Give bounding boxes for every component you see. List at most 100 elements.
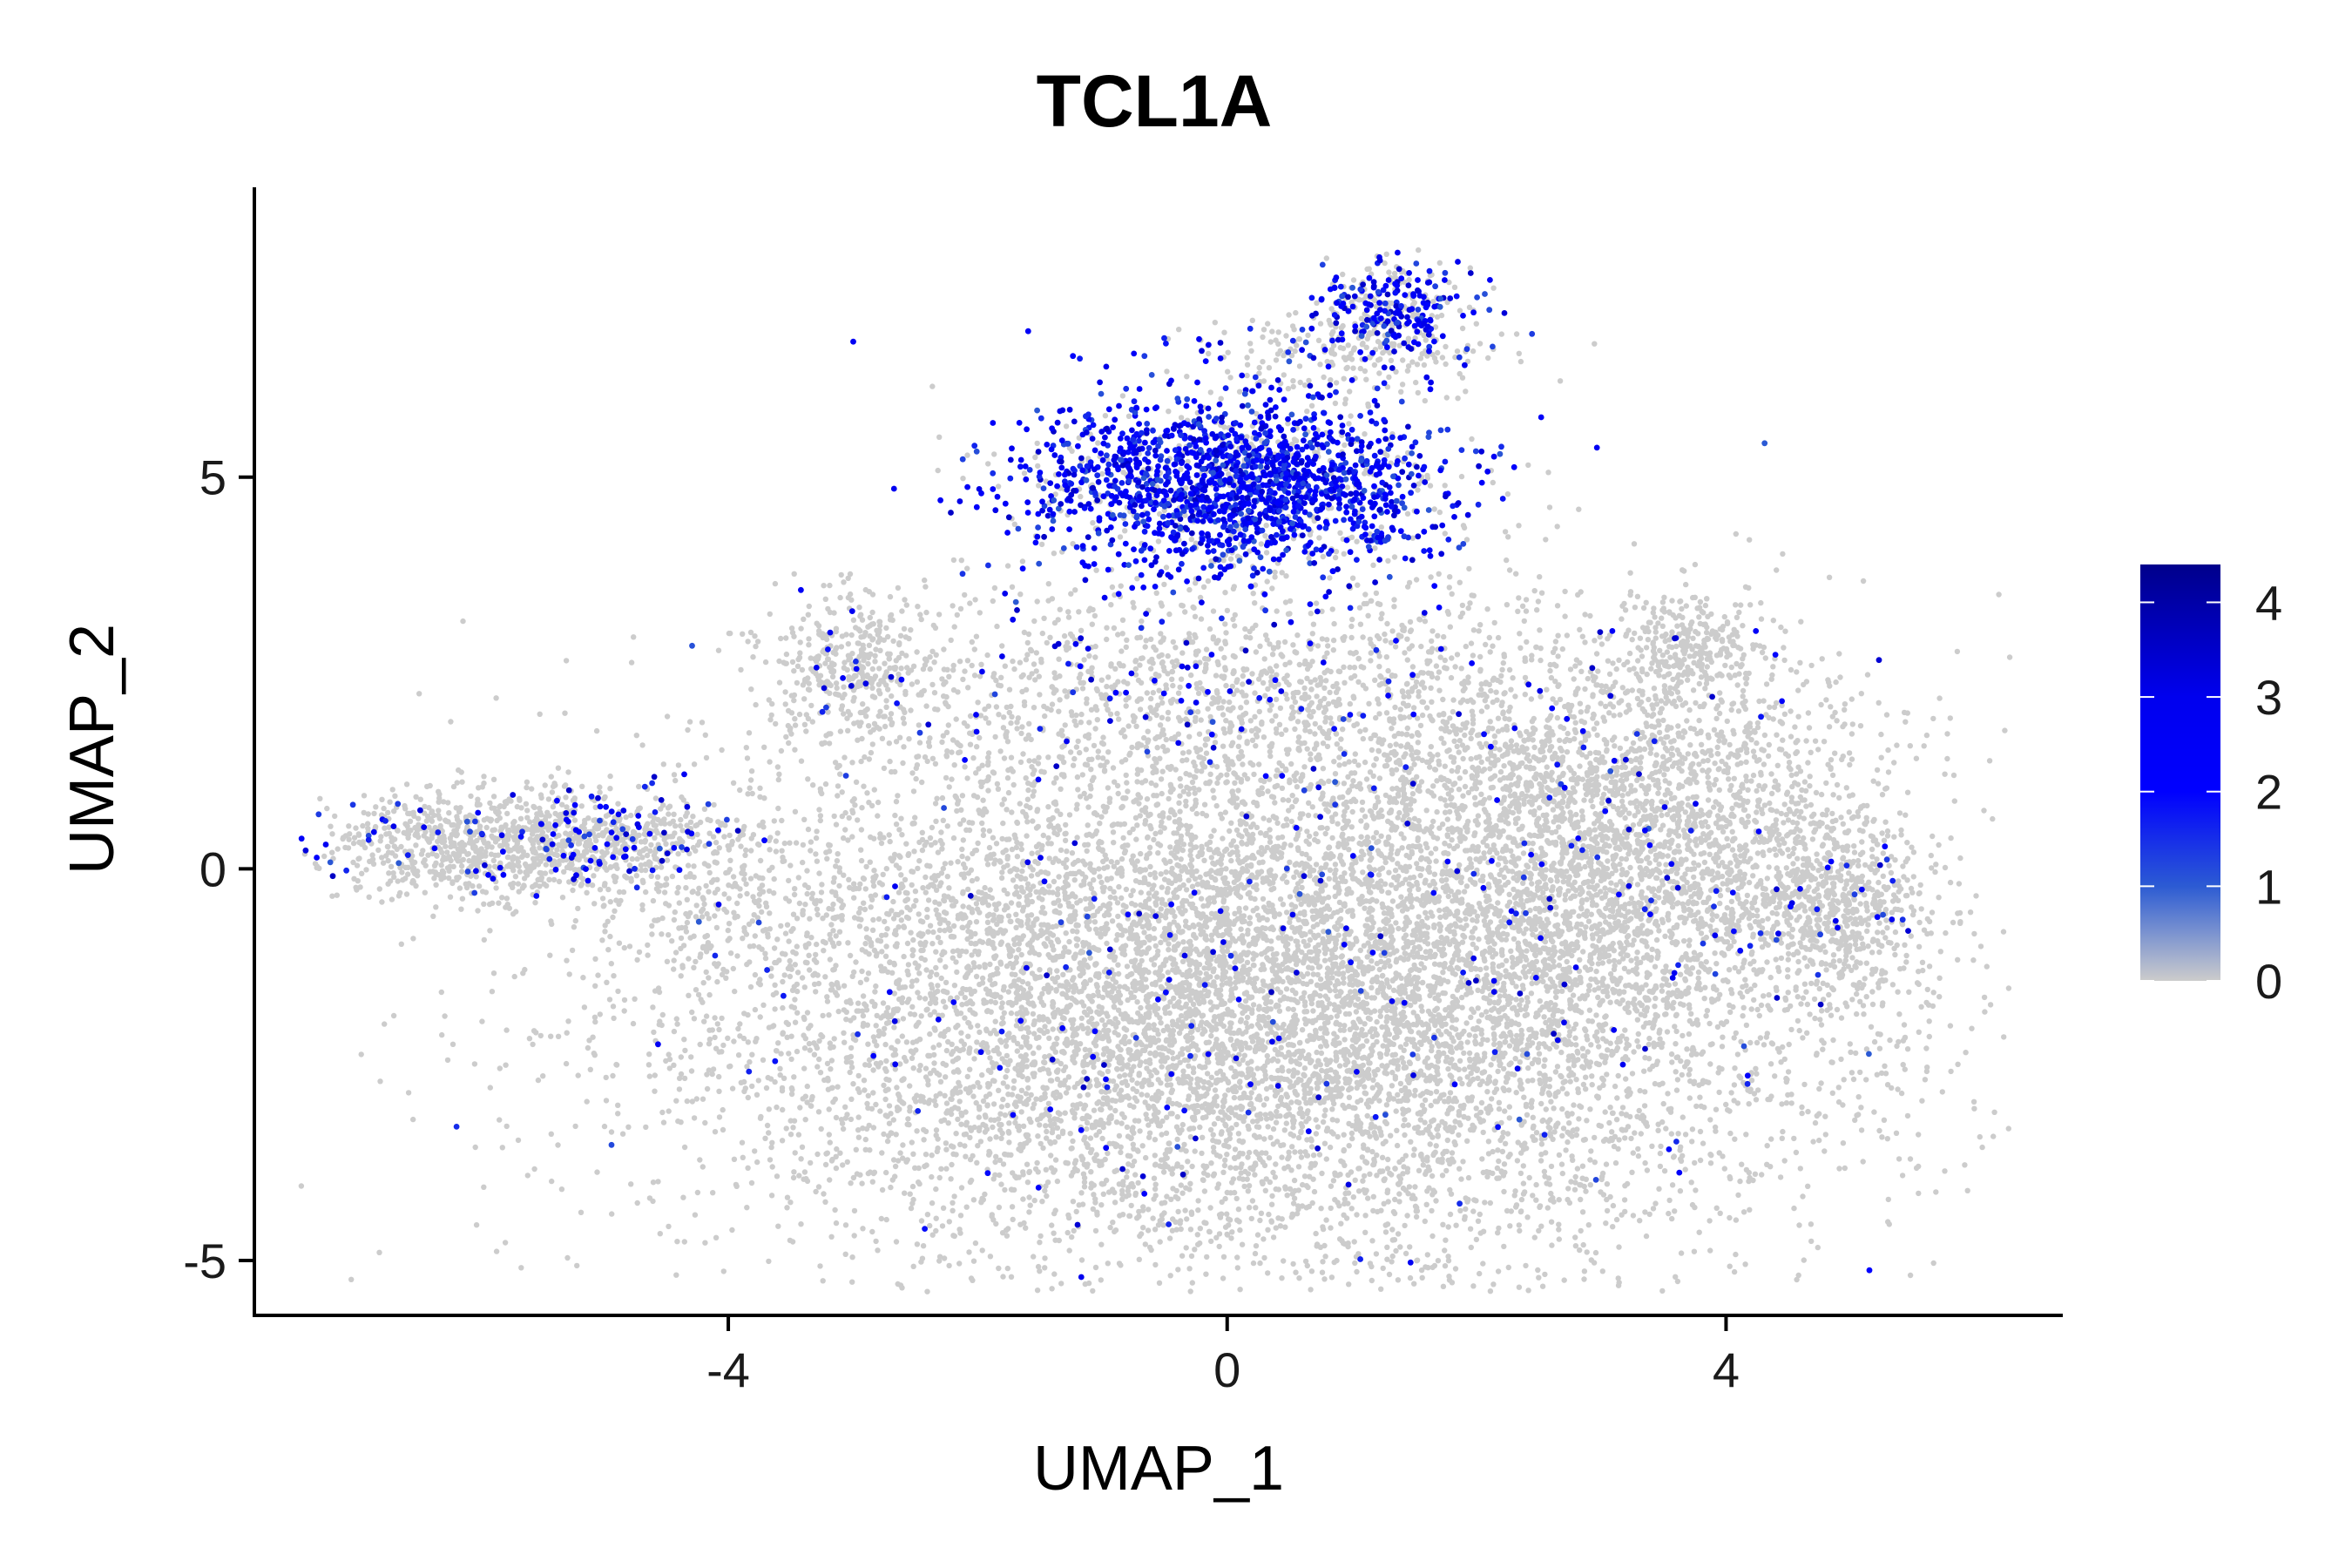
cell-point [1036,1044,1041,1050]
cell-point [512,974,517,979]
cell-point [966,1249,971,1254]
cell-point [1646,1036,1652,1041]
cell-point [576,1072,581,1078]
cell-point [944,990,950,995]
cell-point [1456,1132,1461,1138]
cell-point [1098,1106,1103,1112]
cell-point [674,1016,679,1021]
cell-point [692,1016,697,1021]
cell-point [1019,1109,1024,1114]
cell-point [1320,1259,1325,1264]
cell-point [1201,1170,1206,1175]
cell-point [1804,1031,1809,1036]
cell-point [841,1126,846,1132]
cell-point [474,1222,479,1227]
cell-point [909,1004,915,1010]
cell-point [894,1239,899,1244]
cell-point [1842,1077,1847,1082]
cell-point [1319,1171,1324,1176]
cell-point [1245,1044,1250,1050]
cell-point [1425,1090,1430,1095]
cell-point [798,1221,803,1227]
cell-point [1813,1120,1818,1125]
cell-point [1115,914,1120,919]
cell-point [937,957,943,963]
cell-point [1411,1281,1416,1287]
cell-point [1314,1117,1319,1122]
cell-point [973,1240,978,1246]
cell-point [902,1191,907,1196]
cell-point [860,1226,865,1231]
cell-point [1308,1287,1313,1292]
cell-point [875,1247,880,1253]
cell-point [1927,1018,1932,1024]
cell-point [1479,1100,1484,1105]
cell-point [1367,1060,1372,1065]
cell-point [1465,1039,1470,1044]
cell-point [1565,1091,1570,1096]
cell-point [1201,965,1206,970]
cell-point [693,987,699,992]
cell-point [1260,860,1265,865]
cell-point [1797,1028,1802,1033]
cell-point [897,1150,902,1155]
cell-point [666,1108,672,1113]
cell-point [1336,762,1342,767]
cell-point [856,1073,862,1078]
cell-point [703,733,708,738]
cell-point [1749,1006,1754,1011]
cell-point [1456,966,1461,971]
cell-point [1318,1044,1323,1049]
cell-point [1231,1074,1236,1079]
cell-point [1646,1042,1652,1047]
cell-point [1168,1273,1173,1278]
cell-point [1411,1152,1416,1158]
cell-point [1220,899,1226,904]
cell-point [981,833,986,838]
cell-point [1349,1131,1355,1136]
cell-point [999,801,1004,807]
cell-point [909,1139,915,1145]
cell-point [714,979,720,984]
cell-point [1428,909,1433,915]
cell-point [875,813,880,818]
cell-point [1253,1205,1258,1210]
cell-point [787,1200,793,1205]
cell-point [1568,1078,1573,1084]
cell-point [1680,1072,1685,1078]
cell-point [686,993,691,998]
cell-point [898,816,903,821]
cell-point [1310,1177,1315,1182]
cell-point [780,979,785,984]
cell-point [934,1216,939,1221]
cell-point [1321,1243,1327,1248]
cell-point [1137,1257,1142,1262]
cell-point [1045,952,1051,957]
cell-point [1156,1045,1161,1051]
cell-point [1010,1187,1015,1193]
cell-point [1220,1170,1226,1175]
cell-point [935,1146,940,1151]
cell-point [1238,895,1243,900]
cell-point [1713,1125,1718,1130]
cell-point [1356,1188,1362,1193]
cell-point [1017,591,1023,597]
cell-point [1624,1112,1629,1118]
cell-point [1003,1112,1008,1118]
cell-point [847,815,852,821]
cell-point [1603,1013,1608,1018]
cell-point [1592,1135,1597,1140]
cell-point [666,1224,671,1229]
cell-point [1045,835,1051,841]
cell-point [1331,1101,1336,1106]
cell-point [1563,897,1568,902]
cell-point [1551,1129,1557,1134]
cell-point [1523,1263,1528,1268]
cell-point [1488,847,1493,852]
cell-point [1432,872,1437,877]
cell-point [1727,1108,1732,1113]
cell-point [1820,1047,1825,1052]
cell-point [1688,894,1693,899]
cell-point [919,1013,924,1018]
cell-point [1971,1099,1977,1105]
